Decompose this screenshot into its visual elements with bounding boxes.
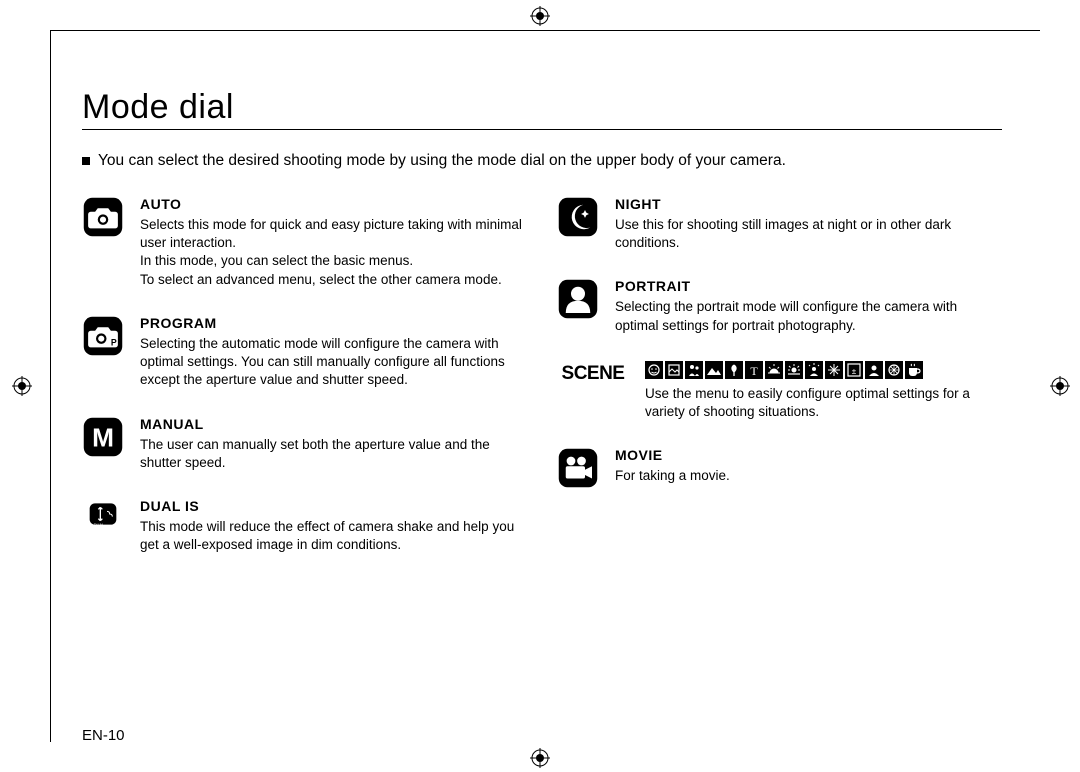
scene-icon-backlight <box>805 361 823 379</box>
reg-mark-bottom <box>530 748 550 768</box>
scene-icon-fireworks <box>825 361 843 379</box>
auto-icon <box>82 196 124 289</box>
svg-text:T: T <box>750 364 758 378</box>
manual-icon: M <box>82 416 124 472</box>
program-icon: P <box>82 315 124 390</box>
mode-scene: SCENE T ± <box>557 361 1002 421</box>
movie-icon <box>557 447 599 489</box>
scene-icon-children <box>685 361 703 379</box>
mode-desc: Selects this mode for quick and easy pic… <box>140 216 527 289</box>
scene-icon-selfshot <box>865 361 883 379</box>
content-area: Mode dial You can select the desired sho… <box>82 88 1002 580</box>
mode-portrait: PORTRAIT Selecting the portrait mode wil… <box>557 278 1002 334</box>
scene-mini-icons: T ± <box>645 361 1002 379</box>
scene-icon-cafe <box>905 361 923 379</box>
intro-row: You can select the desired shooting mode… <box>82 152 1002 170</box>
scene-icon-text: T <box>745 361 763 379</box>
columns: AUTO Selects this mode for quick and eas… <box>82 196 1002 580</box>
mode-name: DUAL IS <box>140 498 527 514</box>
portrait-icon <box>557 278 599 334</box>
mode-desc: This mode will reduce the effect of came… <box>140 518 527 554</box>
mode-movie: MOVIE For taking a movie. <box>557 447 1002 489</box>
scene-icon-landscape <box>705 361 723 379</box>
mode-desc: Use this for shooting still images at ni… <box>615 216 1002 252</box>
scene-icon-dawn <box>785 361 803 379</box>
mode-name: MANUAL <box>140 416 527 432</box>
mode-program: P PROGRAM Selecting the automatic mode w… <box>82 315 527 390</box>
mode-desc: Use the menu to easily configure optimal… <box>645 385 1002 421</box>
scene-icon-food <box>885 361 903 379</box>
mode-name: PROGRAM <box>140 315 527 331</box>
reg-mark-right <box>1050 376 1070 396</box>
scene-icon-frame <box>665 361 683 379</box>
bullet-icon <box>82 157 90 165</box>
reg-mark-left <box>12 376 32 396</box>
mode-desc: Selecting the automatic mode will config… <box>140 335 527 390</box>
dualis-icon: DUAL <box>82 498 124 554</box>
mode-name: PORTRAIT <box>615 278 1002 294</box>
mode-dualis: DUAL DUAL IS This mode will reduce the e… <box>82 498 527 554</box>
scene-icon: SCENE <box>557 361 629 421</box>
mode-desc: The user can manually set both the apert… <box>140 436 527 472</box>
night-icon <box>557 196 599 252</box>
mode-name: NIGHT <box>615 196 1002 212</box>
scene-icon-closeup <box>725 361 743 379</box>
right-column: NIGHT Use this for shooting still images… <box>557 196 1002 580</box>
mode-desc: For taking a movie. <box>615 467 1002 485</box>
svg-text:P: P <box>111 338 117 348</box>
page-number: EN-10 <box>82 727 125 744</box>
svg-text:±: ± <box>852 367 857 376</box>
scene-icon-face <box>645 361 663 379</box>
scene-icon-sunset <box>765 361 783 379</box>
reg-mark-top <box>530 6 550 26</box>
mode-night: NIGHT Use this for shooting still images… <box>557 196 1002 252</box>
left-column: AUTO Selects this mode for quick and eas… <box>82 196 527 580</box>
svg-text:DUAL: DUAL <box>94 522 105 527</box>
mode-auto: AUTO Selects this mode for quick and eas… <box>82 196 527 289</box>
mode-manual: M MANUAL The user can manually set both … <box>82 416 527 472</box>
intro-text: You can select the desired shooting mode… <box>98 152 786 170</box>
scene-icon-beachsnow: ± <box>845 361 863 379</box>
page-title: Mode dial <box>82 88 1002 130</box>
mode-desc: Selecting the portrait mode will configu… <box>615 298 1002 334</box>
svg-text:M: M <box>92 422 114 452</box>
mode-name: MOVIE <box>615 447 1002 463</box>
mode-name: AUTO <box>140 196 527 212</box>
